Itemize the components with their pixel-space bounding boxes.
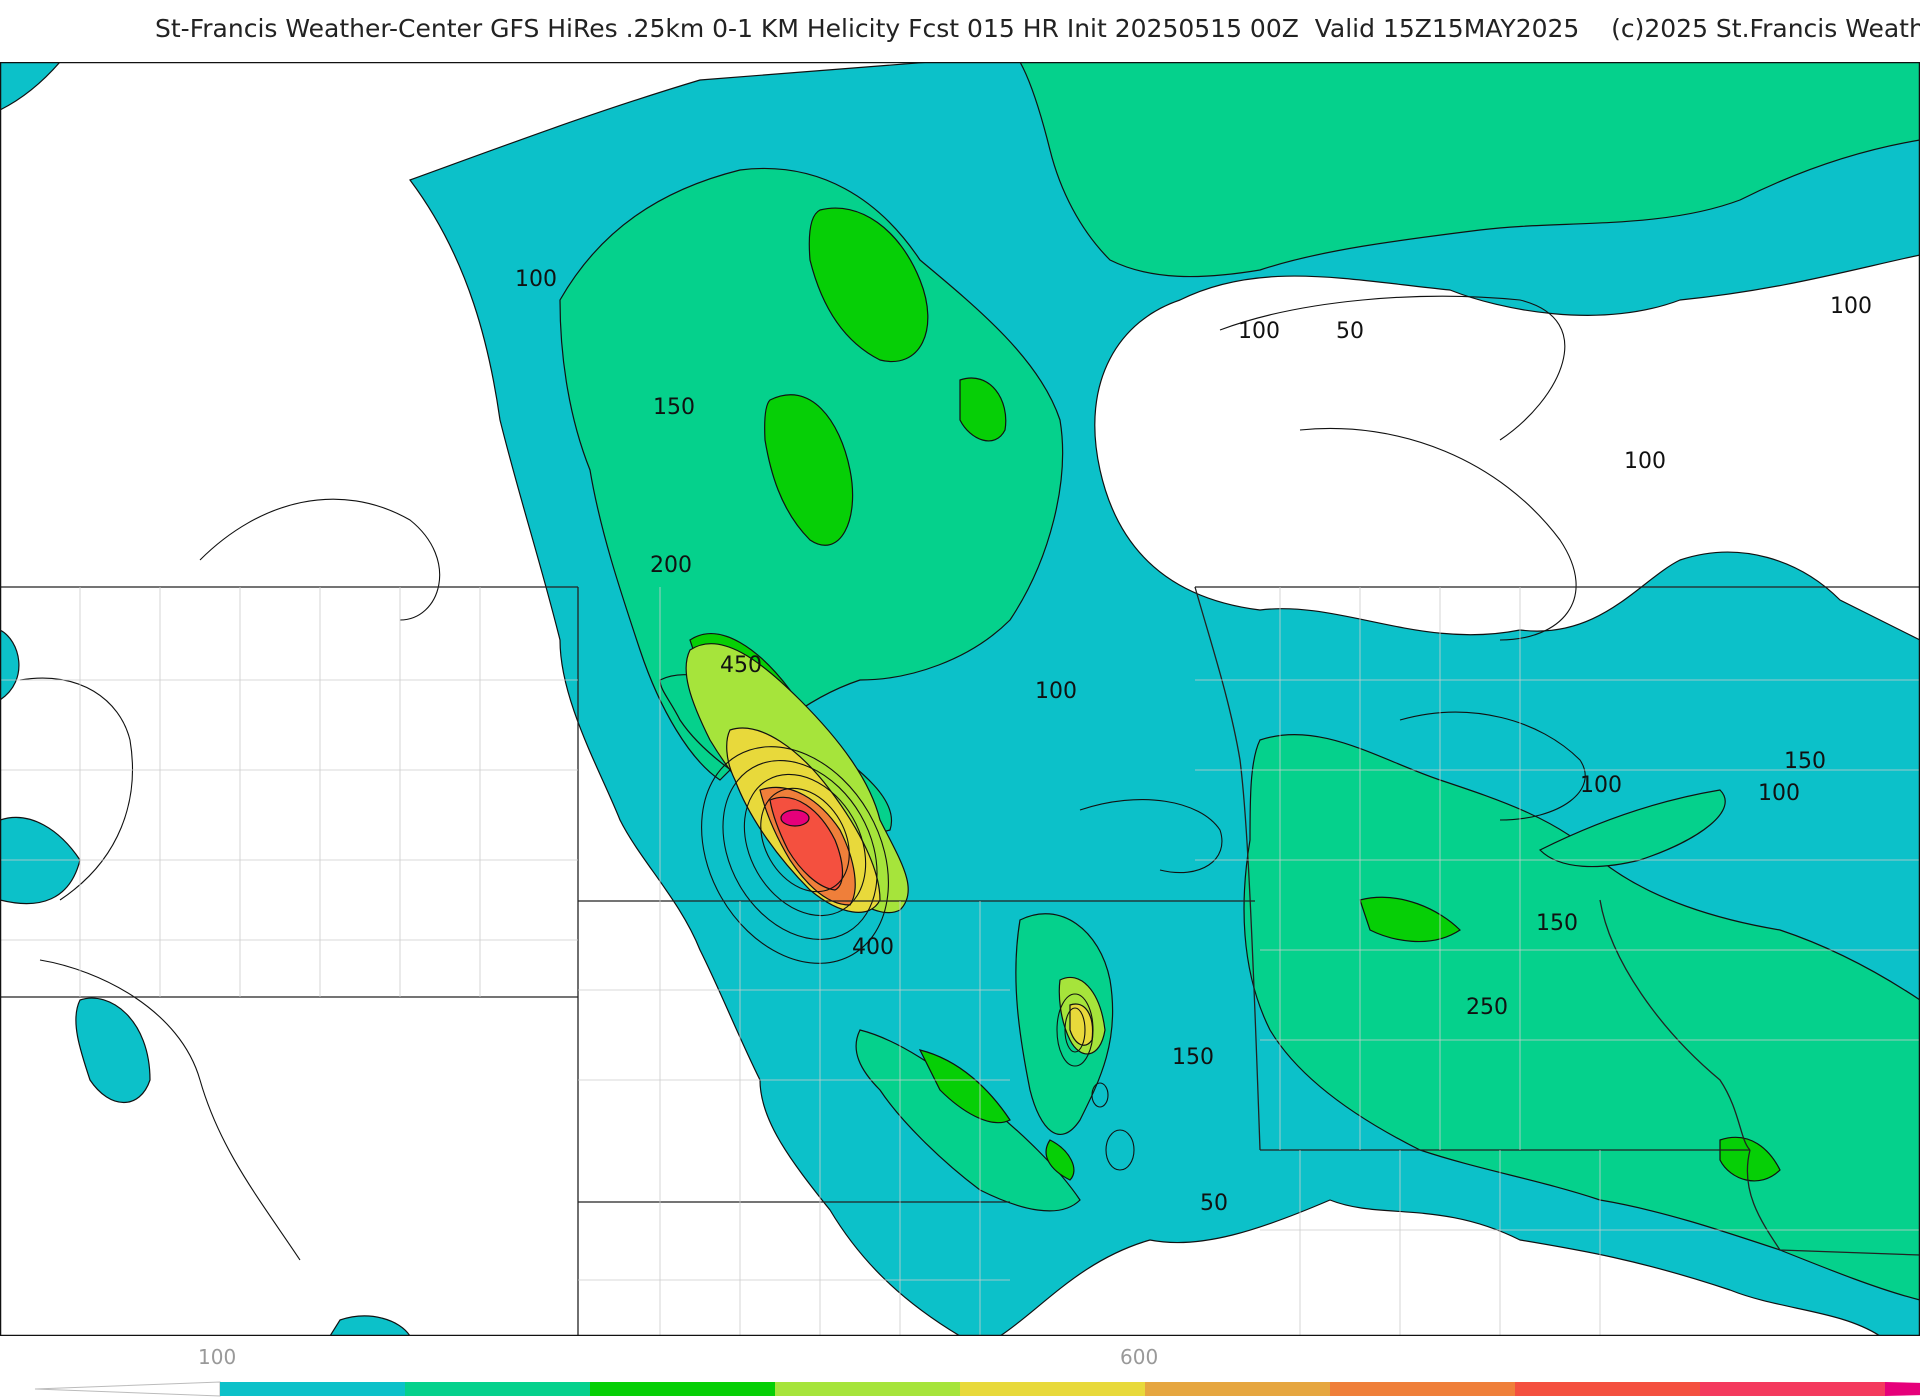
contour-label: 100: [1830, 294, 1872, 319]
colorbar-label-600: 600: [1120, 1345, 1158, 1369]
contour-label: 100: [1580, 773, 1622, 798]
county-lines: [0, 587, 1920, 1336]
state-borders: [0, 62, 1920, 1336]
helicity-contours: [19, 295, 1586, 1261]
contour-label: 50: [1336, 319, 1364, 344]
contour-label: 250: [1466, 995, 1508, 1020]
contour-label: 200: [650, 553, 692, 578]
colorbar-segment: [1145, 1382, 1330, 1396]
contour-label: 450: [720, 653, 762, 678]
contour-label: 150: [1536, 911, 1578, 936]
contour-label: 150: [653, 395, 695, 420]
contour-label: 100: [515, 267, 557, 292]
contour-label: 50: [1200, 1191, 1228, 1216]
colorbar-segment: [1515, 1382, 1700, 1396]
colorbar-label-100: 100: [198, 1345, 236, 1369]
contour-label: 150: [1172, 1045, 1214, 1070]
colorbar-underflow: [34, 1381, 221, 1397]
colorbar-segment: [775, 1382, 960, 1396]
contour-label: 100: [1238, 319, 1280, 344]
contour-label: 100: [1035, 679, 1077, 704]
colorbar-segment: [1330, 1382, 1515, 1396]
colorbar-segment: [1885, 1382, 1920, 1396]
colorbar-segments: [34, 1381, 1920, 1397]
colorbar: 100 600: [34, 1345, 1920, 1397]
contour-label: 400: [852, 935, 894, 960]
colorbar-segment: [220, 1382, 405, 1396]
colorbar-segment: [405, 1382, 590, 1396]
contour-label: 100: [1624, 449, 1666, 474]
helicity-200-fill: [689, 207, 1781, 1182]
colorbar-segment: [590, 1382, 775, 1396]
map-title: St-Francis Weather-Center GFS HiRes .25k…: [155, 14, 1920, 43]
colorbar-segment: [960, 1382, 1145, 1396]
contour-label: 150: [1784, 749, 1826, 774]
contour-label: 100: [1758, 781, 1800, 806]
contour-labels: 100 150 200 450 400 100 100 50 100 100 1…: [515, 267, 1872, 1216]
helicity-map: 100 150 200 450 400 100 100 50 100 100 1…: [0, 62, 1920, 1336]
colorbar-segment: [1700, 1382, 1885, 1396]
helicity-650-fill: [780, 809, 810, 827]
